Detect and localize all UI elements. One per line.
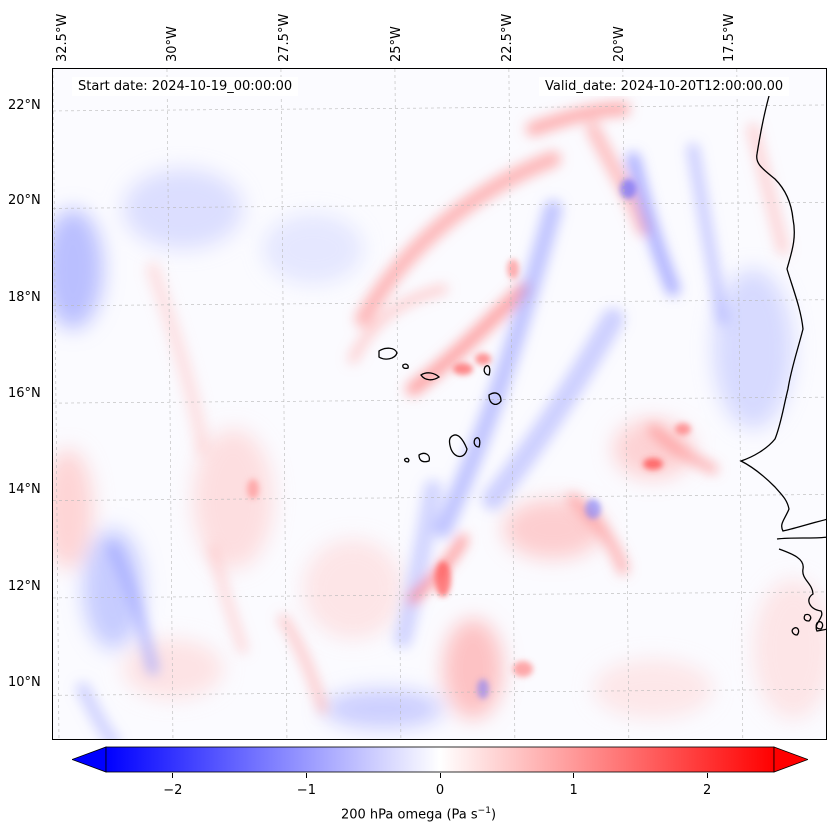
colorbar-gradient (105, 746, 775, 773)
gridline-lon-4 (508, 69, 516, 739)
colorbar-tick-label: 1 (569, 783, 578, 798)
start-date-label: Start date: 2024-10-19_00:00:00 (72, 77, 299, 96)
colorbar-tick-mark (305, 773, 307, 778)
island-boa-vista (488, 392, 502, 406)
gridlines (53, 69, 826, 739)
lat-label-22n: 22°N (8, 98, 41, 113)
island-brava (403, 457, 410, 463)
lon-label-22-5w: 22.5°W (500, 13, 515, 62)
lon-label-27-5w: 27.5°W (277, 13, 292, 62)
gridline-lon-6 (736, 69, 744, 739)
lat-label-14n: 14°N (8, 482, 41, 497)
colorbar-tick-label: 0 (435, 783, 445, 798)
gridline-lon-5 (622, 69, 630, 739)
colorbar-label-end: ) (490, 807, 497, 823)
omega-background-patches (53, 169, 826, 729)
colorbar (70, 746, 810, 773)
colorbar-tick-mark (706, 773, 708, 778)
colorbar-tick-mark (439, 773, 441, 778)
colorbar-label-text: 200 hPa omega (Pa s (340, 807, 478, 823)
colorbar-tick-label: 2 (703, 783, 712, 798)
colorbar-label: 200 hPa omega (Pa s−1) (0, 806, 837, 822)
colorbar-extend-high (773, 746, 810, 773)
gridline-lat-0 (53, 104, 826, 112)
island-sal (483, 365, 491, 376)
bissagos-islands (791, 613, 824, 636)
map-panel (52, 68, 827, 740)
gridline-lon-1 (166, 69, 174, 739)
island-maio (473, 437, 481, 448)
valid-date-label: Valid_date: 2024-10-20T12:00:00.00 (539, 77, 790, 96)
colorbar-label-superscript: −1 (477, 806, 491, 816)
lon-label-32-5w: 32.5°W (55, 13, 70, 62)
lat-label-10n: 10°N (8, 675, 41, 690)
lat-label-18n: 18°N (8, 290, 41, 305)
lon-label-25w: 25°W (389, 26, 404, 62)
gridline-lat-3 (53, 396, 826, 404)
colorbar-tick-label: −2 (163, 783, 183, 798)
gridline-lon-0 (53, 69, 60, 739)
island-fogo (418, 452, 431, 463)
gridline-lon-3 (394, 69, 402, 739)
coastlines (378, 88, 826, 636)
island-sao-nicolau (420, 372, 441, 381)
colorbar-tick-mark (573, 773, 575, 778)
omega-cells (247, 179, 691, 699)
island-santo-antao (378, 347, 398, 360)
lat-label-16n: 16°N (8, 386, 41, 401)
island-santiago (448, 434, 468, 458)
lon-label-30w: 30°W (165, 26, 180, 62)
lat-label-12n: 12°N (8, 579, 41, 594)
island-sao-vicente (402, 363, 409, 370)
lon-label-20w: 20°W (612, 26, 627, 62)
gambia-guinea-coast (776, 536, 826, 632)
colorbar-tick-mark (172, 773, 174, 778)
lat-label-20n: 20°N (8, 193, 41, 208)
west-africa-coast (739, 88, 826, 532)
colorbar-extend-low (70, 746, 107, 773)
gridline-lon-2 (280, 69, 288, 739)
colorbar-tick-label: −1 (296, 783, 316, 798)
lon-label-17-5w: 17.5°W (722, 13, 737, 62)
omega-field-map (53, 69, 826, 739)
